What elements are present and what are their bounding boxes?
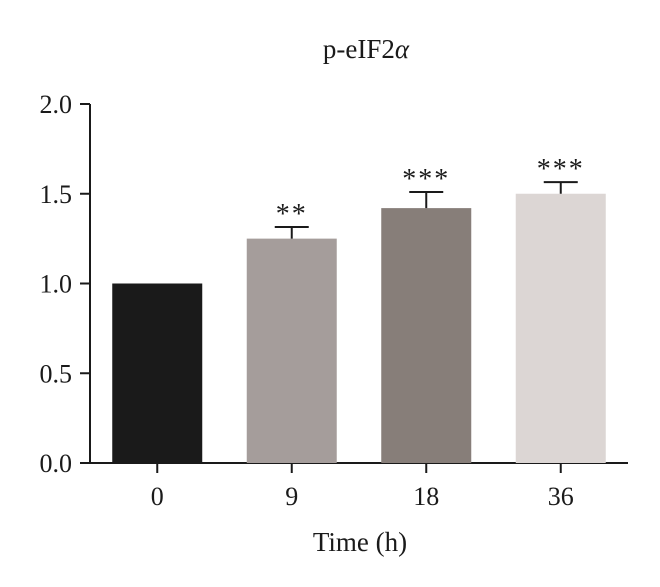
bar [515,193,606,463]
y-tick-label: 0.5 [40,359,73,388]
chart-title: p-eIF2α [323,34,410,64]
significance-group: ***** *** [276,154,585,230]
significance-marker: *** [402,164,450,195]
significance-marker: *** [537,154,585,185]
bars-group [112,193,606,463]
y-axis: 0.0 0.5 1.0 1.5 2.0 [40,90,91,478]
y-tick-label: 0.0 [40,449,73,478]
bar [112,283,203,463]
error-bars-group [274,181,578,239]
x-axis-title: Time (h) [313,527,407,557]
y-tick-label: 1.0 [40,270,73,299]
x-tick-label: 9 [285,482,298,511]
x-tick-label: 18 [413,482,439,511]
x-tick-label: 36 [548,482,574,511]
bar [381,208,472,463]
bar [246,238,337,463]
significance-marker: ** [276,199,308,230]
x-tick-label: 0 [151,482,164,511]
chart-title-base: p-eIF2 [323,34,395,64]
x-axis: 0 9 18 36 [90,462,628,511]
y-tick-label: 2.0 [40,90,73,119]
chart-title-greek: α [395,34,410,64]
y-tick-label: 1.5 [40,180,73,209]
